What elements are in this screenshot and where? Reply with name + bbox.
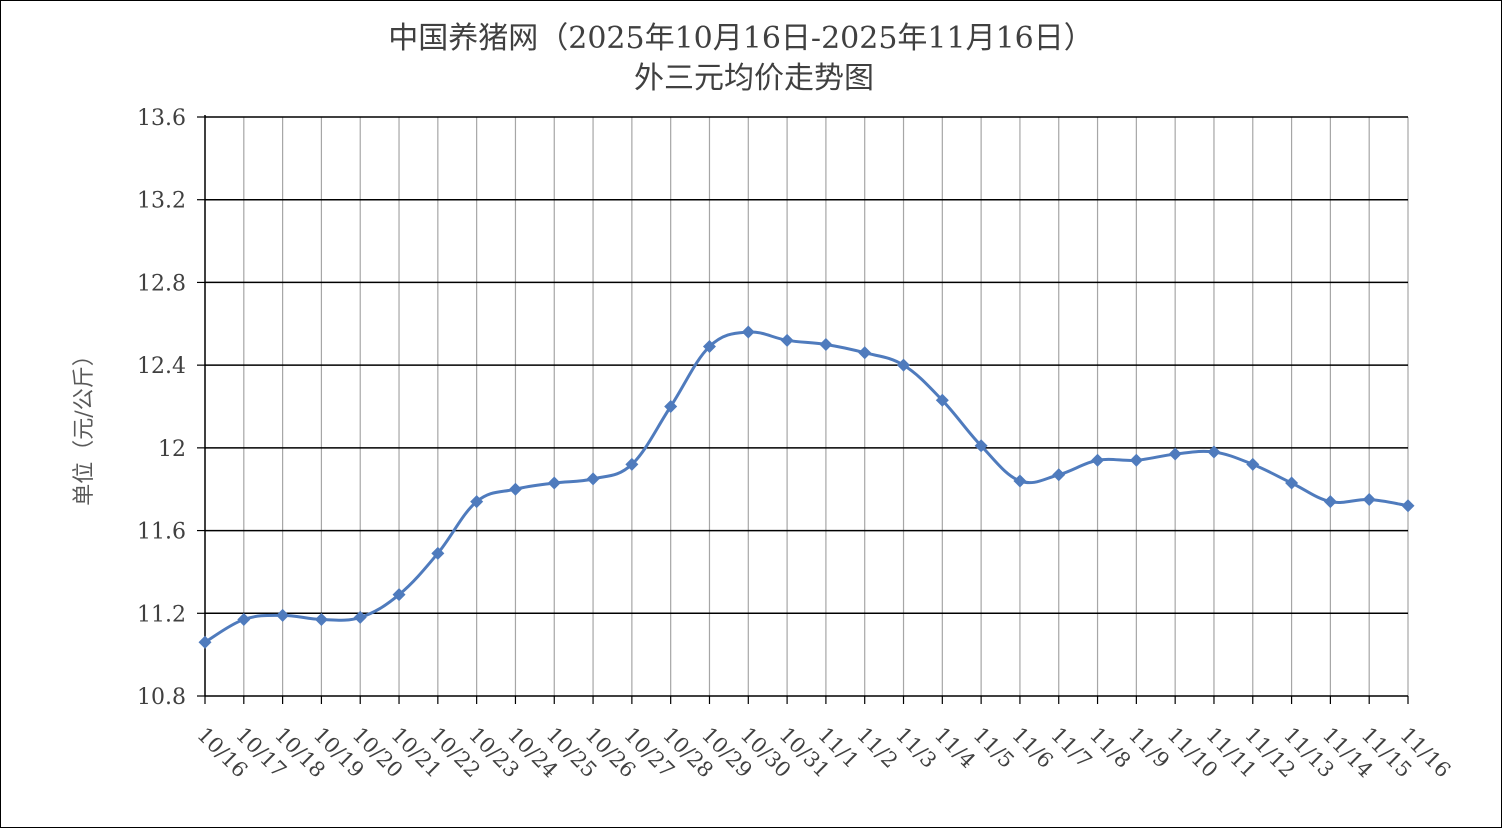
data-point-marker	[1129, 453, 1143, 467]
y-tick-labels: 10.8 11.2 11.6 12 12.4 12.8 13.2 13.6	[137, 106, 186, 710]
x-tick-label: 11/4	[930, 723, 980, 773]
data-point-marker	[586, 472, 600, 486]
data-point-marker	[508, 482, 522, 496]
data-point-marker	[353, 610, 367, 624]
series-layer	[198, 325, 1415, 649]
data-point-marker	[1285, 476, 1299, 490]
data-point-marker	[702, 340, 716, 354]
x-tick-label: 11/8	[1085, 723, 1135, 773]
data-point-marker	[1013, 474, 1027, 488]
data-point-marker	[1323, 495, 1337, 509]
data-point-marker	[470, 495, 484, 509]
data-point-marker	[974, 439, 988, 453]
data-point-marker	[198, 635, 212, 649]
data-point-marker	[314, 612, 328, 626]
data-point-marker	[741, 325, 755, 339]
data-point-marker	[431, 546, 445, 560]
data-point-marker	[392, 588, 406, 602]
data-point-marker	[1052, 468, 1066, 482]
x-tick-label: 11/5	[969, 723, 1019, 773]
y-tick-label: 12	[158, 437, 186, 462]
data-point-marker	[664, 400, 678, 413]
data-point-marker	[276, 608, 290, 622]
data-point-marker	[858, 346, 872, 360]
y-tick-label: 13.2	[137, 189, 186, 214]
x-tick-label: 11/6	[1007, 723, 1057, 773]
y-tick-label: 11.2	[137, 602, 186, 627]
x-tick-label: 11/3	[891, 723, 941, 773]
data-point-marker	[935, 393, 949, 407]
y-axis-label: 单位（元/公斤）	[72, 344, 97, 505]
x-tick-label: 11/2	[852, 723, 902, 773]
data-point-marker	[897, 358, 911, 372]
chart-title: 中国养猪网（2025年10月16日-2025年11月16日）	[388, 21, 1094, 56]
data-point-marker	[1362, 493, 1376, 507]
data-point-marker	[237, 612, 251, 626]
data-point-marker	[1401, 499, 1415, 513]
x-tick-label: 11/9	[1124, 723, 1174, 773]
x-tick-labels: 10/1610/1710/1810/1910/2010/2110/2210/23…	[192, 723, 1455, 783]
chart-subtitle: 外三元均价走势图	[634, 61, 874, 96]
data-point-marker	[1168, 447, 1182, 461]
y-tick-label: 13.6	[137, 106, 186, 131]
data-point-marker	[625, 457, 639, 471]
data-point-marker	[1091, 453, 1105, 467]
y-tick-label: 12.4	[137, 354, 186, 379]
y-tick-label: 12.8	[137, 271, 186, 296]
grid-layer	[205, 116, 1409, 696]
x-tick-label: 11/7	[1046, 723, 1096, 773]
data-point-marker	[819, 337, 833, 351]
y-tick-label: 11.6	[137, 520, 186, 545]
axis-layer	[197, 115, 1409, 704]
y-tick-label: 10.8	[137, 685, 186, 710]
data-point-marker	[1207, 445, 1221, 459]
data-point-marker	[780, 333, 794, 347]
series-line	[204, 330, 1409, 644]
data-point-marker	[547, 476, 561, 490]
data-point-marker	[1246, 457, 1260, 471]
